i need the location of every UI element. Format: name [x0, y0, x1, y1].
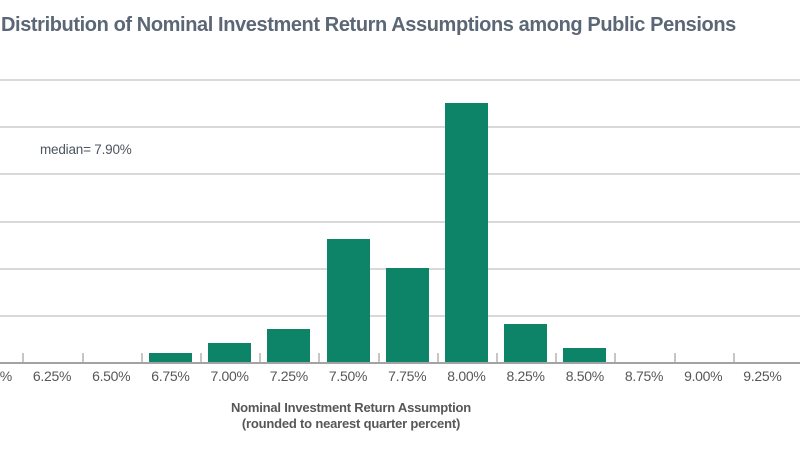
x-axis-title-line2: (rounded to nearest quarter percent) — [241, 416, 461, 431]
gridline — [0, 173, 800, 176]
x-axis-tick — [200, 353, 202, 362]
x-axis-tick — [318, 353, 321, 362]
x-tick-label: 7.50% — [328, 368, 368, 384]
x-axis-tick — [496, 353, 498, 362]
x-tick-label: 6.25% — [32, 368, 72, 384]
x-tick-label: 6.75% — [151, 368, 190, 384]
x-axis-tick — [732, 353, 735, 362]
bar — [208, 343, 252, 362]
x-axis-line — [0, 362, 800, 364]
gridline — [0, 79, 800, 81]
bar — [504, 324, 548, 362]
bar — [148, 352, 192, 362]
x-tick-label: 9.25% — [743, 368, 782, 384]
x-tick-label: 8.50% — [565, 368, 605, 384]
x-axis-tick — [22, 353, 25, 362]
x-tick-label: 8.00% — [447, 368, 486, 384]
bar — [444, 102, 488, 362]
x-axis-tick — [140, 353, 143, 362]
x-axis-tick — [614, 353, 617, 362]
bar — [326, 239, 370, 362]
x-tick-label: 6.00% — [0, 368, 12, 384]
gridline — [0, 220, 800, 223]
x-tick-label: 7.25% — [269, 368, 309, 384]
bar — [267, 328, 311, 362]
x-tick-label: 6.50% — [92, 368, 131, 384]
x-axis-title-line1: Nominal Investment Return Assumption — [230, 400, 472, 415]
x-tick-label: 8.25% — [506, 368, 545, 384]
gridline — [0, 126, 800, 129]
bar — [385, 267, 429, 362]
x-axis-tick — [81, 353, 84, 362]
x-axis-tick — [259, 353, 262, 362]
x-axis-tick — [436, 353, 439, 362]
median-annotation: median= 7.90% — [40, 142, 132, 157]
x-axis-tick — [377, 353, 380, 362]
x-axis-tick — [673, 353, 676, 362]
bar — [563, 347, 607, 362]
x-tick-label: 7.75% — [388, 368, 427, 384]
x-axis-title: Nominal Investment Return Assumption (ro… — [51, 400, 651, 432]
x-axis-tick — [555, 353, 558, 362]
chart-title: Distribution of Nominal Investment Retur… — [1, 14, 736, 36]
x-tick-label: 8.75% — [624, 368, 664, 384]
x-tick-label: 9.00% — [684, 368, 723, 384]
x-tick-label: 7.00% — [210, 368, 249, 384]
